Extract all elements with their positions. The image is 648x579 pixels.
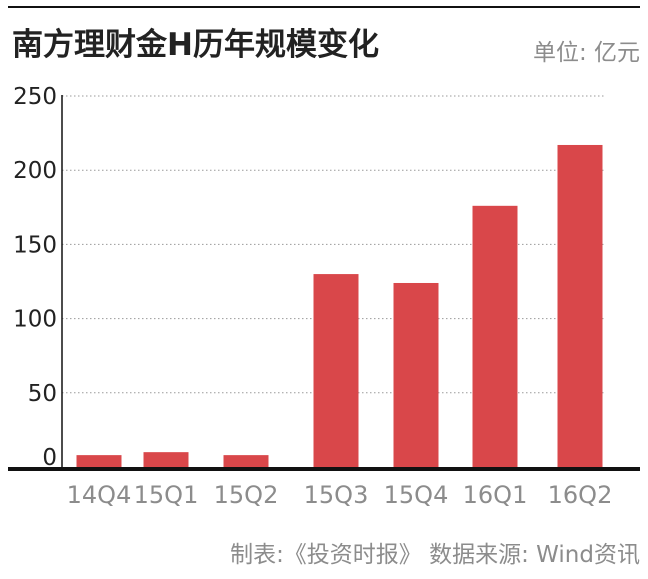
x-tick-label: 16Q2 xyxy=(548,481,613,509)
chart-title: 南方理财金H历年规模变化 xyxy=(12,27,379,63)
bar-15q3 xyxy=(313,274,359,469)
source-note: 制表:《投资时报》 数据来源: Wind资讯 xyxy=(230,542,640,568)
y-tick-label: 200 xyxy=(13,158,57,184)
bar-15q2 xyxy=(223,455,269,469)
x-tick-label: 15Q3 xyxy=(304,481,369,509)
x-tick-label: 14Q4 xyxy=(67,481,132,509)
bar-15q4 xyxy=(393,282,439,469)
y-tick-labels: 0 50 100 150 200 250 xyxy=(13,84,57,471)
y-tick-label: 0 xyxy=(42,445,57,471)
unit-label: 单位: 亿元 xyxy=(533,40,640,66)
y-tick-label: 100 xyxy=(13,307,57,333)
bar-15q1 xyxy=(143,452,189,469)
x-tick-label: 16Q1 xyxy=(463,481,528,509)
x-tick-label: 15Q2 xyxy=(214,481,279,509)
bars xyxy=(76,144,603,470)
bar-14q4 xyxy=(76,455,122,469)
y-tick-label: 150 xyxy=(13,232,57,258)
y-tick-label: 250 xyxy=(13,84,57,110)
x-tick-labels: 14Q4 15Q1 15Q2 15Q3 15Q4 16Q1 16Q2 xyxy=(67,481,613,509)
y-tick-label: 50 xyxy=(28,381,57,407)
x-tick-label: 15Q1 xyxy=(134,481,199,509)
bar-16q1 xyxy=(472,205,518,470)
bar-16q2 xyxy=(557,144,603,470)
x-tick-label: 15Q4 xyxy=(384,481,449,509)
